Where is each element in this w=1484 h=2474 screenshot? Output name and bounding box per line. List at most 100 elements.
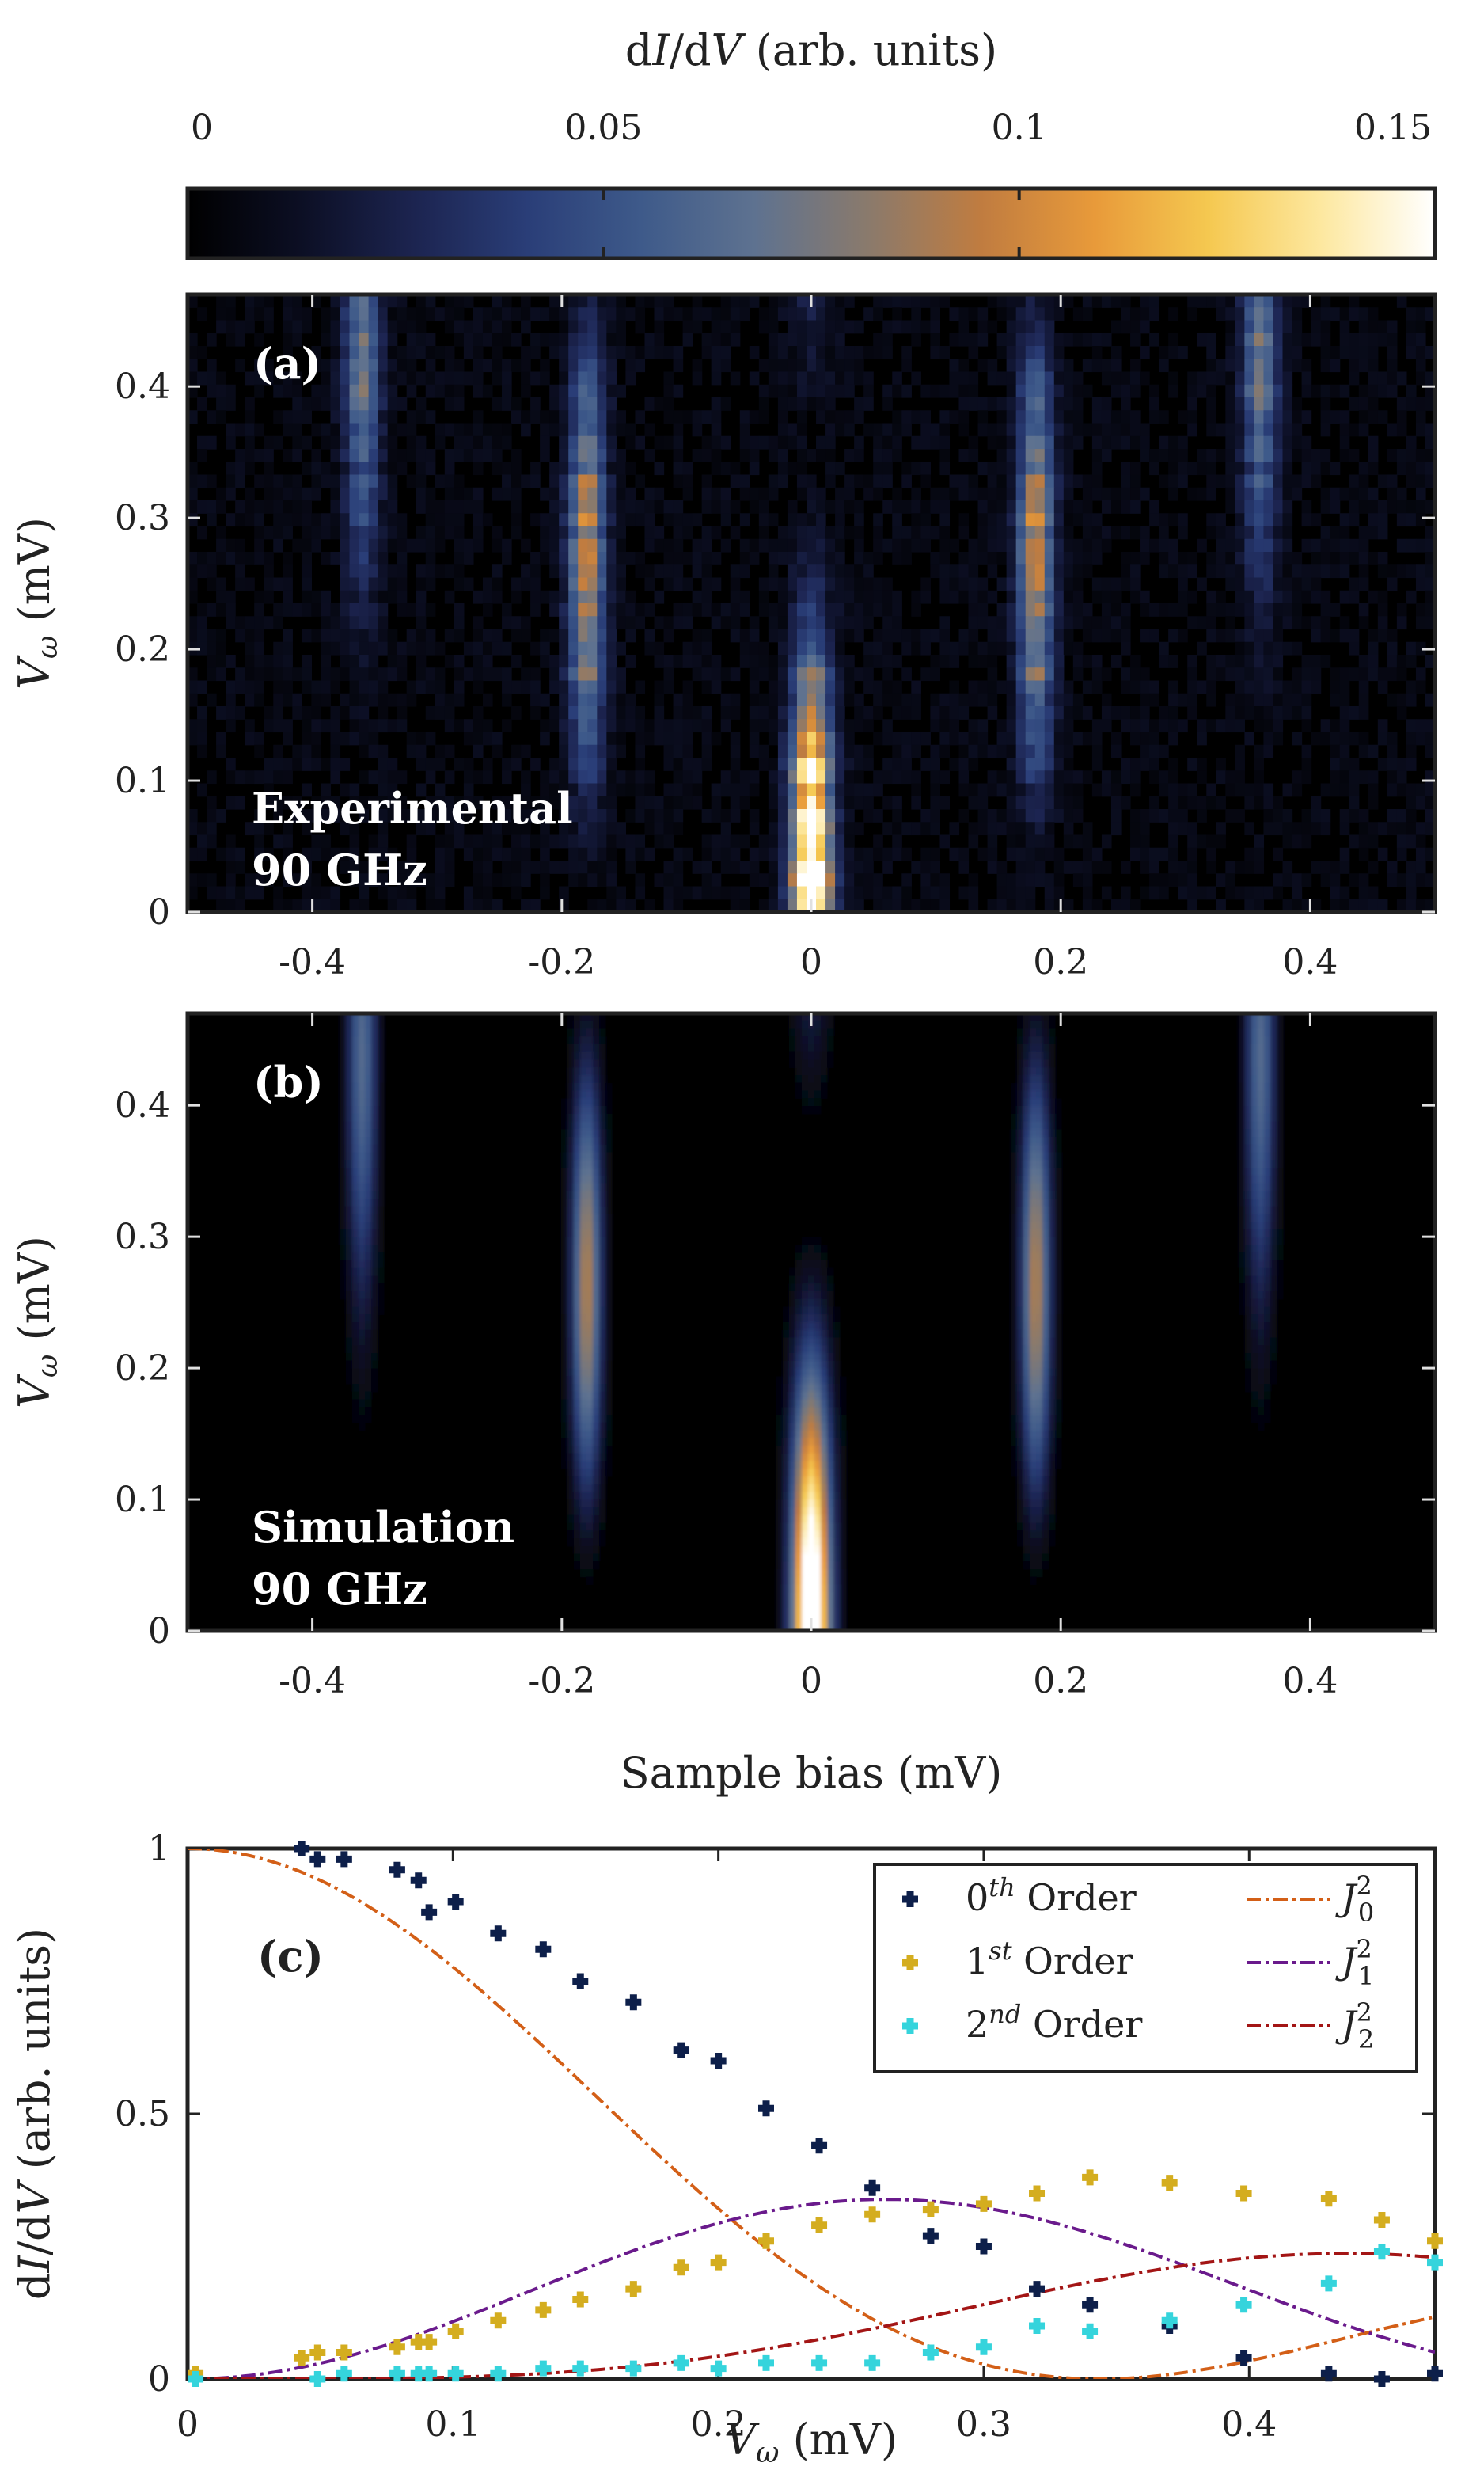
heatmap-cell — [283, 526, 293, 540]
heatmap-cell — [321, 616, 332, 630]
heatmap-cell — [1053, 680, 1065, 694]
heatmap-cell — [1036, 1082, 1043, 1092]
heatmap-cell — [567, 1129, 575, 1138]
heatmap-cell — [606, 397, 617, 411]
heatmap-cell — [892, 538, 902, 553]
heatmap-cell — [1101, 783, 1112, 797]
heatmap-cell — [996, 474, 1008, 488]
heatmap-cell — [1264, 1036, 1271, 1045]
heatmap-cell — [530, 693, 541, 707]
heatmap-cell — [1245, 1075, 1252, 1084]
heatmap-cell — [197, 564, 207, 579]
heatmap-cell — [1091, 487, 1103, 501]
heatmap-cell — [825, 564, 836, 579]
heatmap-cell — [473, 641, 484, 656]
heatmap-cell — [587, 449, 598, 462]
heatmap-cell — [226, 693, 236, 707]
heatmap-cell — [816, 320, 826, 334]
heatmap-cell — [578, 706, 588, 720]
heatmap-cell — [454, 538, 465, 553]
heatmap-cell — [1072, 423, 1084, 437]
heatmap-cell — [1216, 295, 1226, 308]
heatmap-cell — [1049, 1013, 1056, 1022]
heatmap-cell — [1263, 462, 1274, 476]
heatmap-cell — [1244, 822, 1255, 836]
heatmap-cell — [444, 706, 455, 720]
heatmap-cell — [435, 500, 446, 514]
heatmap-cell — [1006, 822, 1017, 836]
heatmap-cell — [1264, 1144, 1271, 1153]
heatmap-cell — [1034, 371, 1046, 386]
heatmap-cell — [854, 474, 864, 488]
heatmap-cell — [1091, 783, 1103, 797]
heatmap-cell — [1140, 346, 1150, 359]
heatmap-cell — [1235, 783, 1245, 797]
heatmap-cell — [1273, 513, 1284, 527]
heatmap-cell — [473, 410, 484, 424]
heatmap-cell — [854, 693, 864, 707]
heatmap-cell — [1244, 462, 1255, 476]
heatmap-cell — [1091, 861, 1103, 874]
heatmap-cell — [1330, 744, 1341, 758]
heatmap-cell — [1235, 333, 1245, 347]
heatmap-cell — [949, 307, 960, 321]
heatmap-cell — [1072, 706, 1084, 720]
heatmap-cell — [482, 758, 493, 771]
heatmap-cell — [245, 552, 255, 565]
heatmap-cell — [578, 423, 588, 437]
heatmap-cell — [330, 500, 341, 514]
heatmap-cell — [1263, 423, 1274, 437]
heatmap-cell — [473, 899, 484, 912]
heatmap-cell — [1063, 693, 1074, 707]
heatmap-cell — [340, 629, 351, 643]
heatmap-cell — [996, 513, 1008, 527]
heatmap-cell — [1292, 706, 1303, 720]
heatmap-cell — [587, 500, 598, 514]
heatmap-cell — [311, 693, 322, 707]
heatmap-cell — [663, 834, 674, 849]
heatmap-cell — [330, 371, 341, 386]
heatmap-cell — [349, 538, 360, 553]
heatmap-cell — [682, 333, 693, 347]
heatmap-cell — [692, 590, 703, 604]
heatmap-cell — [882, 732, 893, 746]
heatmap-cell — [1015, 449, 1027, 462]
heatmap-cell — [892, 822, 902, 836]
heatmap-cell — [435, 641, 446, 656]
heatmap-cell — [987, 564, 998, 579]
heatmap-cell — [406, 384, 417, 398]
heatmap-cell — [1396, 423, 1407, 437]
heatmap-cell — [330, 435, 341, 450]
heatmap-cell — [378, 873, 389, 887]
heatmap-cell — [197, 719, 207, 733]
heatmap-cell — [321, 603, 332, 617]
heatmap-cell — [1301, 822, 1312, 836]
heatmap-cell — [587, 397, 598, 411]
heatmap-cell — [1406, 435, 1417, 450]
heatmap-cell — [1320, 346, 1331, 359]
heatmap-cell — [1235, 603, 1245, 617]
heatmap-cell — [540, 359, 550, 373]
heatmap-cell — [692, 719, 703, 733]
heatmap-cell — [1282, 307, 1293, 321]
heatmap-cell — [359, 719, 370, 733]
heatmap-cell — [1053, 744, 1065, 758]
heatmap-cell — [814, 1020, 822, 1030]
heatmap-cell — [1030, 1067, 1037, 1076]
heatmap-cell — [435, 371, 446, 386]
heatmap-cell — [597, 577, 607, 591]
heatmap-cell — [1245, 1144, 1252, 1153]
heatmap-cell — [235, 861, 245, 874]
heatmap-cell — [863, 603, 874, 617]
heatmap-cell — [1358, 732, 1369, 746]
heatmap-cell — [616, 474, 626, 488]
heatmap-cell — [1216, 538, 1226, 553]
heatmap-cell — [245, 693, 255, 707]
heatmap-cell — [188, 590, 198, 604]
heatmap-cell — [654, 822, 665, 836]
heatmap-cell — [1235, 346, 1245, 359]
heatmap-cell — [816, 706, 826, 720]
heatmap-cell — [235, 616, 245, 630]
heatmap-cell — [1044, 487, 1055, 501]
heatmap-cell — [1425, 397, 1435, 411]
